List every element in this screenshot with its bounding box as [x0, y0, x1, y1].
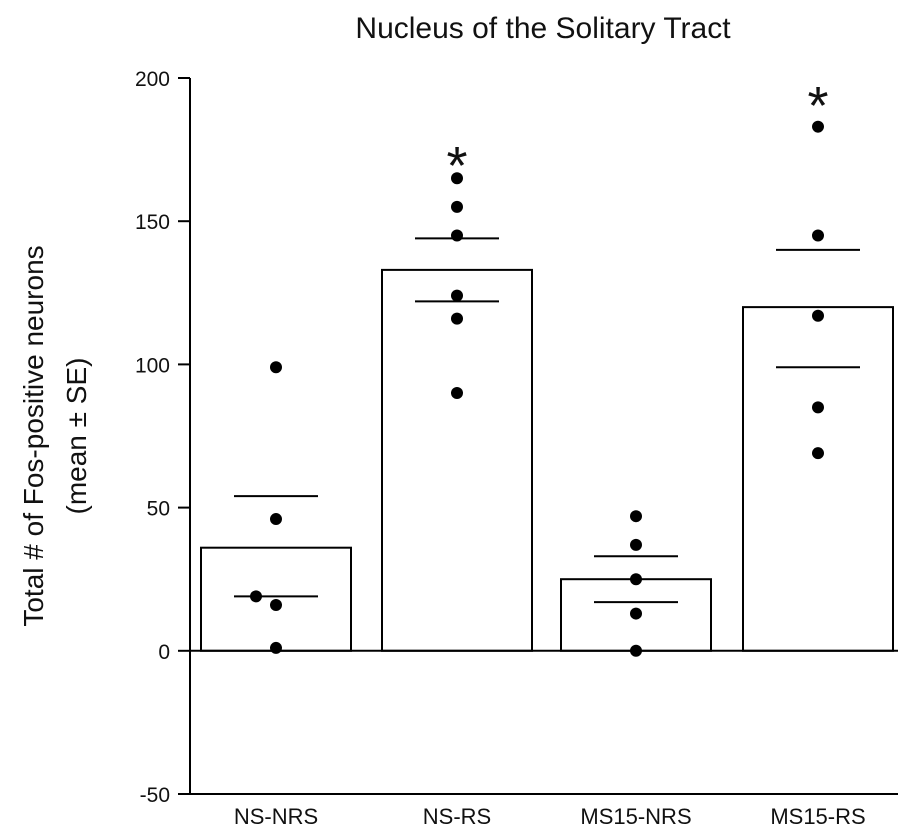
data-point: [451, 172, 463, 185]
data-point: [270, 513, 282, 526]
x-category-label: NS-NRS: [234, 804, 318, 829]
significance-star: *: [807, 76, 828, 136]
y-axis-label-line-2: (mean ± SE): [61, 358, 92, 515]
data-point: [812, 229, 824, 242]
data-point: [451, 312, 463, 325]
data-point: [270, 598, 282, 611]
y-tick-label: 50: [147, 498, 170, 521]
data-point: [451, 289, 463, 302]
y-axis-label-line-1: Total # of Fos-positive neurons: [18, 245, 49, 626]
y-tick-label: 0: [158, 641, 170, 664]
data-point: [451, 229, 463, 242]
y-tick-label: 200: [135, 68, 170, 91]
y-tick-label: -50: [140, 784, 170, 807]
data-point: [812, 447, 824, 460]
x-category-label: MS15-RS: [770, 804, 865, 829]
data-point: [812, 401, 824, 414]
data-point: [630, 573, 642, 586]
data-point: [812, 120, 824, 133]
data-point: [630, 510, 642, 523]
data-point: [630, 644, 642, 657]
y-axis-label: Total # of Fos-positive neurons (mean ± …: [18, 245, 92, 626]
chart-title: Nucleus of the Solitary Tract: [355, 12, 731, 45]
y-tick-label: 150: [135, 211, 170, 234]
x-category-label: NS-RS: [423, 804, 491, 829]
data-point: [270, 361, 282, 374]
data-point: [630, 538, 642, 551]
y-tick-label: 100: [135, 354, 170, 377]
data-point: [451, 387, 463, 400]
plot-area: -50 0 50 100 150 200 * * NS-NRS NS-RS MS15-NRS MS15…: [135, 68, 898, 829]
bar: [742, 306, 894, 652]
data-point: [250, 590, 262, 603]
x-category-label: MS15-NRS: [580, 804, 691, 829]
data-point: [630, 607, 642, 620]
significance-star: *: [446, 136, 467, 196]
data-point: [270, 641, 282, 654]
data-point: [451, 200, 463, 213]
bar: [381, 268, 533, 652]
data-point: [812, 309, 824, 322]
